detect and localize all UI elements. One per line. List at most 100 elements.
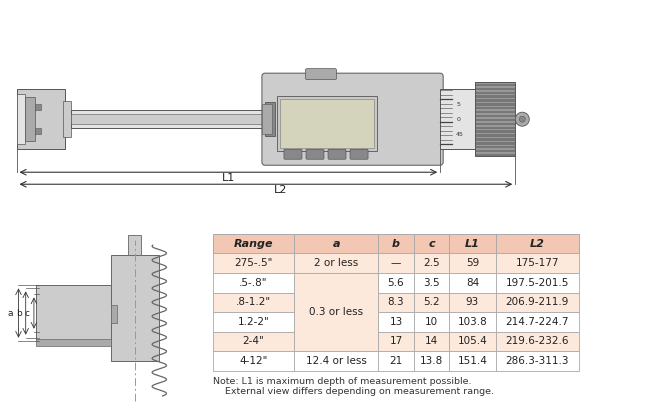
- Bar: [475, 142, 515, 145]
- Bar: [449, 332, 496, 351]
- Text: 13.8: 13.8: [420, 356, 443, 366]
- Bar: [475, 98, 515, 99]
- Bar: [475, 94, 515, 95]
- Bar: [414, 254, 449, 273]
- Bar: [475, 107, 515, 109]
- Bar: [475, 99, 515, 102]
- FancyBboxPatch shape: [350, 149, 368, 159]
- Bar: [475, 117, 515, 119]
- Bar: [414, 351, 449, 371]
- Bar: [475, 152, 515, 154]
- Bar: [475, 134, 515, 137]
- Text: 21: 21: [389, 356, 403, 366]
- Bar: [496, 351, 579, 371]
- Text: 12.4 or less: 12.4 or less: [306, 356, 367, 366]
- Bar: [449, 273, 496, 293]
- Bar: [475, 82, 515, 156]
- Bar: [475, 82, 515, 84]
- Bar: [496, 234, 579, 254]
- Bar: [449, 351, 496, 371]
- Bar: [475, 102, 515, 103]
- Bar: [449, 312, 496, 332]
- Bar: [16, 89, 65, 149]
- Bar: [475, 141, 515, 142]
- Bar: [475, 137, 515, 138]
- Bar: [475, 131, 515, 133]
- Text: —: —: [390, 258, 401, 268]
- Bar: [378, 312, 414, 332]
- Bar: [63, 101, 71, 137]
- Text: 275-.5": 275-.5": [234, 258, 273, 268]
- Text: 3.5: 3.5: [423, 278, 440, 288]
- Text: .8-1.2": .8-1.2": [236, 297, 271, 307]
- Bar: [475, 150, 515, 152]
- Bar: [414, 273, 449, 293]
- Bar: [475, 84, 515, 86]
- Circle shape: [519, 116, 525, 122]
- Bar: [294, 273, 378, 351]
- Text: 5.2: 5.2: [423, 297, 440, 307]
- Bar: [71, 114, 266, 124]
- Bar: [213, 234, 294, 254]
- FancyBboxPatch shape: [284, 149, 302, 159]
- Bar: [378, 234, 414, 254]
- Text: L1: L1: [465, 239, 480, 249]
- Text: 0: 0: [456, 117, 460, 122]
- Bar: [475, 88, 515, 90]
- Text: 286.3-311.3: 286.3-311.3: [506, 356, 569, 366]
- Bar: [475, 127, 515, 129]
- Bar: [35, 128, 41, 134]
- Bar: [213, 273, 294, 293]
- Text: 0.3 or less: 0.3 or less: [309, 307, 363, 317]
- Bar: [496, 273, 579, 293]
- FancyBboxPatch shape: [328, 149, 346, 159]
- Text: 2 or less: 2 or less: [314, 258, 358, 268]
- Text: c: c: [25, 309, 30, 318]
- Bar: [475, 109, 515, 111]
- Bar: [213, 293, 294, 312]
- Text: 197.5-201.5: 197.5-201.5: [506, 278, 569, 288]
- Text: External view differs depending on measurement range.: External view differs depending on measu…: [225, 387, 494, 396]
- Bar: [262, 104, 272, 134]
- Text: 5.6: 5.6: [388, 278, 404, 288]
- Bar: [71, 110, 266, 128]
- Text: 10: 10: [425, 317, 438, 327]
- Text: 1.2-2": 1.2-2": [237, 317, 269, 327]
- Bar: [128, 235, 141, 255]
- Bar: [378, 273, 414, 293]
- Bar: [449, 234, 496, 254]
- Bar: [213, 351, 294, 371]
- Bar: [280, 99, 374, 148]
- Bar: [475, 103, 515, 106]
- Bar: [213, 254, 294, 273]
- Text: L1: L1: [222, 173, 235, 183]
- Bar: [475, 148, 515, 150]
- Bar: [475, 129, 515, 131]
- Bar: [378, 293, 414, 312]
- Bar: [475, 111, 515, 113]
- Text: a: a: [8, 309, 13, 318]
- Bar: [294, 234, 378, 254]
- Bar: [475, 145, 515, 146]
- Bar: [475, 123, 515, 125]
- Bar: [475, 146, 515, 148]
- Bar: [449, 293, 496, 312]
- Bar: [475, 90, 515, 92]
- Bar: [475, 106, 515, 107]
- Bar: [16, 94, 25, 144]
- Bar: [496, 332, 579, 351]
- Bar: [414, 234, 449, 254]
- Bar: [475, 113, 515, 115]
- Bar: [35, 104, 41, 110]
- Text: 2-4": 2-4": [243, 336, 264, 346]
- Bar: [414, 312, 449, 332]
- Bar: [475, 154, 515, 156]
- Text: 84: 84: [466, 278, 479, 288]
- Bar: [277, 96, 377, 151]
- Text: 93: 93: [466, 297, 479, 307]
- Text: 206.9-211.9: 206.9-211.9: [506, 297, 569, 307]
- Bar: [25, 97, 35, 141]
- Text: Note: L1 is maximum depth of measurement possible.: Note: L1 is maximum depth of measurement…: [213, 376, 471, 386]
- Bar: [475, 92, 515, 94]
- Bar: [475, 115, 515, 117]
